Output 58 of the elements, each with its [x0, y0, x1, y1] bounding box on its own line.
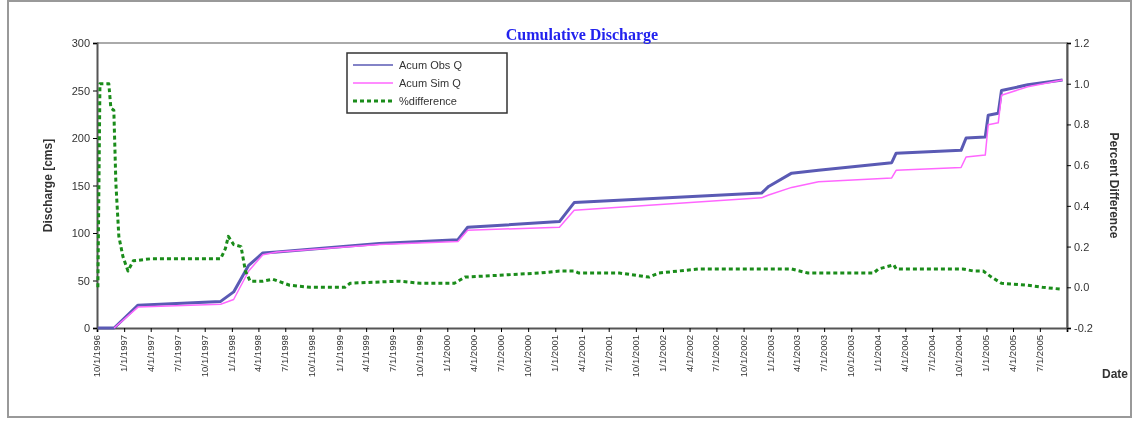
x-tick-label: 10/1/1998	[306, 335, 318, 378]
legend-label: Acum Obs Q	[399, 59, 463, 71]
y-tick-label: 150	[71, 179, 90, 192]
y2-tick-label: -0.2	[1074, 322, 1093, 335]
y2-tick-label: 0.4	[1074, 199, 1090, 212]
x-tick-label: 1/1/1999	[333, 335, 345, 372]
y-tick-label: 50	[77, 274, 90, 287]
x-tick-label: 10/1/1996	[91, 335, 102, 378]
x-tick-label: 1/1/1997	[118, 335, 130, 372]
x-tick-label: 10/1/2003	[845, 335, 857, 378]
x-tick-label: 1/1/1998	[225, 335, 237, 372]
x-tick-label: 10/1/2001	[629, 335, 641, 378]
x-tick-label: 1/1/2000	[441, 335, 453, 372]
x-tick-label: 1/1/2003	[764, 335, 776, 372]
x-tick-label: 7/1/1998	[279, 335, 291, 372]
legend-label: %difference	[399, 95, 457, 107]
y-tick-label: 250	[71, 84, 90, 97]
y-axis-title: Discharge [cms]	[41, 138, 55, 233]
x-tick-label: 1/1/2005	[980, 335, 992, 372]
x-tick-label: 1/1/2004	[872, 335, 884, 372]
x-tick-label: 7/1/2003	[818, 335, 830, 372]
x-tick-label: 10/1/1997	[198, 335, 210, 378]
x-axis-title: Date	[1101, 367, 1129, 381]
x-tick-label: 7/1/2001	[602, 335, 614, 372]
y2-tick-label: 0.2	[1074, 240, 1090, 253]
y-tick-label: 200	[71, 132, 90, 145]
x-tick-label: 10/1/2004	[953, 335, 965, 378]
x-tick-label: 7/1/1999	[386, 335, 398, 372]
x-tick-label: 4/1/1999	[360, 335, 372, 372]
y2-tick-label: 1.0	[1074, 77, 1090, 90]
x-tick-label: 4/1/2003	[791, 335, 803, 372]
y2-tick-label: 0.0	[1074, 281, 1090, 294]
x-tick-label: 1/1/2002	[657, 335, 669, 372]
y2-tick-label: 1.2	[1074, 37, 1090, 50]
x-tick-label: 1/1/2001	[549, 335, 561, 372]
y2-axis-title: Percent Difference	[1107, 132, 1121, 239]
x-tick-label: 4/1/2005	[1007, 335, 1018, 372]
x-tick-label: 10/1/1999	[414, 335, 426, 378]
x-tick-label: 10/1/2000	[522, 335, 534, 378]
x-tick-label: 4/1/1997	[144, 335, 156, 372]
y2-tick-label: 0.8	[1074, 118, 1090, 131]
x-tick-label: 7/1/2002	[710, 335, 722, 372]
y-tick-label: 0	[83, 322, 90, 335]
y2-tick-label: 0.6	[1074, 159, 1090, 172]
x-tick-label: 4/1/2002	[683, 335, 695, 372]
x-tick-label: 4/1/2004	[899, 335, 911, 372]
x-tick-label: 4/1/2000	[468, 335, 480, 372]
legend-label: Acum Sim Q	[399, 77, 462, 89]
y-tick-label: 100	[71, 227, 90, 240]
x-tick-label: 7/1/2004	[926, 335, 938, 372]
x-tick-label: 10/1/2002	[737, 335, 749, 378]
x-tick-label: 7/1/2005	[1033, 335, 1045, 372]
y-tick-label: 300	[71, 37, 90, 50]
x-tick-label: 4/1/2001	[575, 335, 587, 372]
x-tick-label: 7/1/2000	[494, 335, 506, 372]
x-tick-label: 7/1/1997	[171, 335, 183, 372]
x-tick-label: 4/1/1998	[252, 335, 264, 372]
chart-title: Cumulative Discharge	[505, 26, 659, 44]
